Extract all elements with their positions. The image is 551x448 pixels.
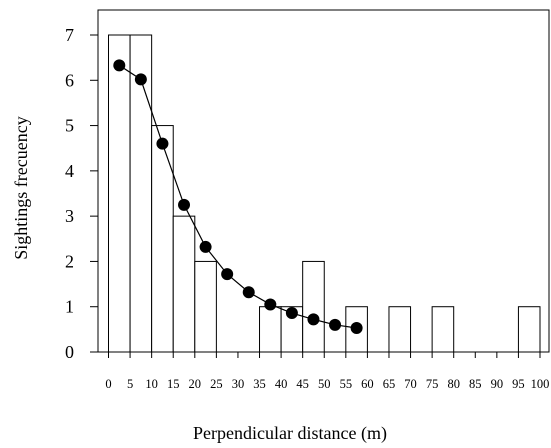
y-tick-label: 1: [65, 297, 74, 317]
curve-point: [134, 73, 147, 86]
curve-point: [242, 286, 255, 299]
x-tick-label: 70: [404, 377, 417, 391]
histogram-bar: [302, 260, 325, 353]
x-axis-label: Perpendicular distance (m): [193, 423, 387, 444]
x-axis-ticks: 0 5 10 15 20 25 30 35 40 45 50 55 60 65 70 75 80 85 90 95 10…: [105, 352, 549, 391]
x-tick-label: 55: [340, 377, 353, 391]
curve-point: [350, 321, 363, 334]
x-tick-label: 80: [447, 377, 460, 391]
x-tick-label: 50: [318, 377, 331, 391]
histogram-bar: [388, 306, 412, 353]
histogram-bar: [431, 306, 455, 353]
x-tick-label: 85: [469, 377, 482, 391]
curve-point: [199, 240, 212, 253]
y-tick-label: 2: [65, 251, 74, 271]
curve-point: [285, 307, 298, 320]
x-tick-label: 90: [491, 377, 504, 391]
x-tick-label: 30: [232, 377, 245, 391]
curve-point: [221, 268, 234, 281]
histogram-bars: [108, 34, 541, 353]
histogram-bar: [151, 125, 174, 353]
x-tick-label: 75: [426, 377, 439, 391]
x-tick-label: 15: [167, 377, 180, 391]
y-tick-label: 5: [65, 116, 74, 136]
y-tick-label: 6: [65, 70, 74, 90]
histogram-bar: [172, 215, 196, 353]
curve-point: [178, 198, 191, 211]
x-tick-label: 45: [296, 377, 309, 391]
x-tick-label: 60: [361, 377, 374, 391]
x-tick-label: 35: [253, 377, 266, 391]
curve-point: [156, 137, 169, 150]
x-tick-label: 100: [531, 377, 550, 391]
histogram-bar: [517, 306, 541, 353]
fitted-curve: [113, 59, 363, 334]
x-tick-label: 10: [145, 377, 158, 391]
x-tick-label: 65: [383, 377, 396, 391]
y-tick-label: 0: [65, 342, 74, 362]
curve-point: [307, 313, 320, 326]
x-tick-label: 95: [512, 377, 525, 391]
y-tick-label: 7: [65, 25, 74, 45]
x-tick-label: 5: [127, 377, 133, 391]
histogram-bar: [108, 34, 131, 353]
x-tick-label: 40: [275, 377, 288, 391]
x-tick-label: 0: [105, 377, 111, 391]
histogram-bar: [194, 260, 217, 353]
curve-point: [113, 59, 126, 72]
x-tick-label: 20: [189, 377, 202, 391]
y-axis-ticks: 0 1 2 3 4 5 6 7: [65, 25, 98, 362]
histogram-bar: [259, 306, 282, 353]
y-tick-label: 3: [65, 206, 74, 226]
curve-point: [264, 298, 277, 311]
y-tick-label: 4: [65, 161, 74, 181]
curve-point: [329, 318, 342, 331]
y-axis-label: Sightings frecuency: [11, 116, 31, 259]
x-tick-label: 25: [210, 377, 223, 391]
